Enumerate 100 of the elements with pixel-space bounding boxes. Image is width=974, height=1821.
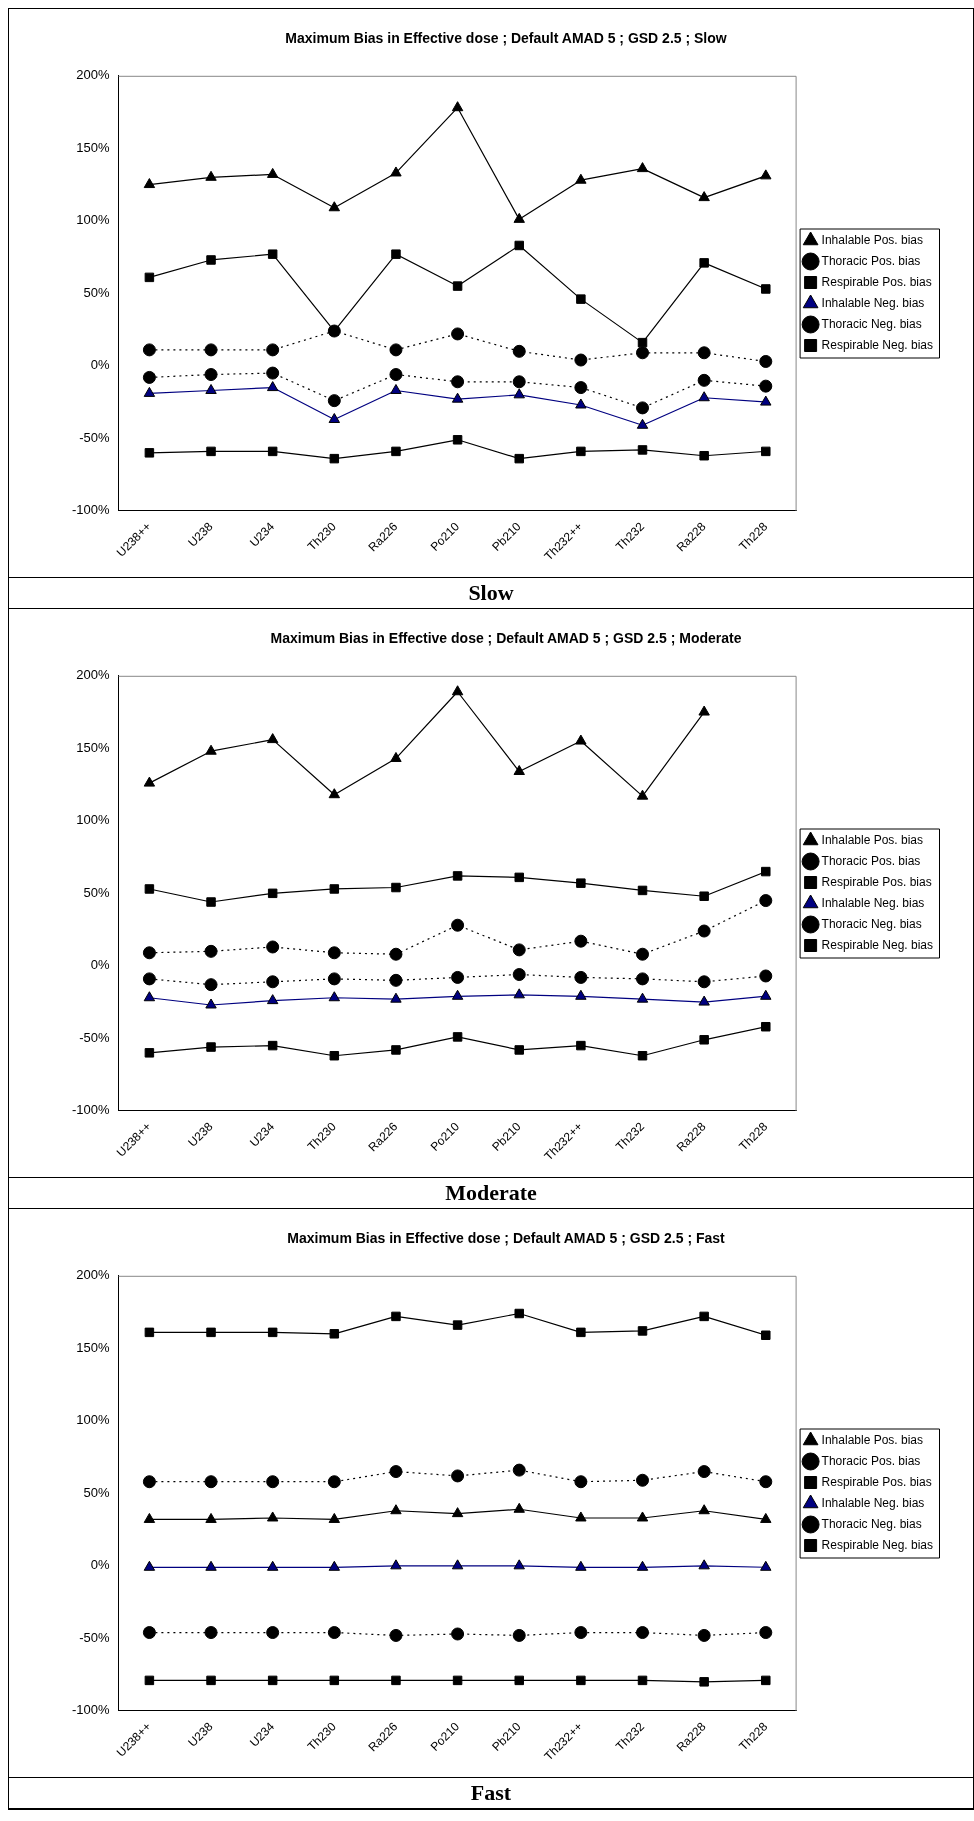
point <box>512 1628 526 1642</box>
point <box>574 970 588 984</box>
y-tick-label: 150% <box>76 139 111 155</box>
point <box>266 1511 279 1522</box>
point <box>144 884 155 894</box>
point <box>574 934 588 948</box>
point <box>267 1675 278 1686</box>
point <box>452 1675 463 1686</box>
point <box>699 1677 709 1687</box>
point <box>451 101 464 112</box>
point <box>204 343 218 357</box>
point <box>699 891 709 901</box>
point <box>205 1512 217 1523</box>
point <box>760 169 772 180</box>
point <box>328 1560 341 1571</box>
point <box>698 1559 710 1570</box>
point <box>205 1560 217 1571</box>
text: Moderate <box>9 1177 973 1209</box>
point <box>699 258 709 268</box>
point <box>328 991 341 1002</box>
point <box>266 1626 280 1640</box>
point <box>205 383 217 394</box>
point <box>143 178 156 189</box>
point <box>697 1465 711 1479</box>
point <box>204 1475 218 1489</box>
point <box>451 970 465 984</box>
point <box>761 1022 771 1032</box>
point <box>514 1045 524 1055</box>
point <box>390 1504 402 1515</box>
point <box>451 375 465 389</box>
point <box>576 294 586 304</box>
point <box>574 1475 588 1489</box>
point <box>513 212 525 223</box>
legend-label: Thoracic Pos. bias <box>821 1453 921 1468</box>
point <box>636 162 649 173</box>
y-tick-label: -100% <box>72 1702 111 1718</box>
point <box>144 272 155 283</box>
point <box>451 918 465 932</box>
legend-label: Respirable Neg. bias <box>821 937 934 952</box>
chart-title: Maximum Bias in Effective dose ; Default AMAD 5 ; GSD 2.5 ; Fast <box>287 1230 726 1247</box>
point <box>636 418 649 429</box>
chart-title: Maximum Bias in Effective dose ; Default AMAD 5 ; GSD 2.5 ; Slow <box>285 30 727 47</box>
point <box>142 370 156 384</box>
point <box>142 1475 156 1489</box>
y-tick-label: 50% <box>83 284 111 300</box>
point <box>266 994 279 1005</box>
y-tick-label: 50% <box>83 884 111 900</box>
point <box>513 988 525 999</box>
point <box>142 1626 156 1640</box>
legend-label: Thoracic Pos. bias <box>821 853 921 868</box>
y-tick-label: 150% <box>76 1339 111 1355</box>
point <box>452 1320 463 1330</box>
point <box>391 446 401 457</box>
legend-label: Respirable Pos. bias <box>821 1474 932 1489</box>
point <box>391 1675 401 1686</box>
point <box>451 685 464 696</box>
point <box>514 1308 524 1319</box>
point <box>327 972 341 986</box>
y-tick-label: -50% <box>79 1629 111 1645</box>
point <box>267 249 278 259</box>
point <box>514 1675 524 1686</box>
point <box>698 1504 710 1515</box>
point <box>637 1675 648 1686</box>
legend-label: Inhalable Pos. bias <box>821 832 924 847</box>
point <box>142 343 156 357</box>
y-tick-label: 200% <box>76 667 111 683</box>
chart-title: Maximum Bias in Effective dose ; Default AMAD 5 ; GSD 2.5 ; Moderate <box>270 630 742 647</box>
point <box>512 968 526 982</box>
point <box>266 343 280 357</box>
point <box>697 1628 711 1642</box>
point <box>575 173 587 184</box>
legend-label: Thoracic Neg. bias <box>821 916 922 931</box>
point <box>697 975 711 989</box>
point <box>761 446 771 457</box>
point <box>266 733 279 744</box>
point <box>144 1048 155 1058</box>
point <box>451 989 464 1000</box>
point <box>391 1045 401 1055</box>
point <box>205 744 217 755</box>
point <box>574 1626 588 1640</box>
point <box>267 1040 278 1051</box>
point <box>329 1675 340 1686</box>
point <box>267 446 278 457</box>
point <box>575 989 587 1000</box>
point <box>390 383 402 394</box>
point <box>699 1035 709 1045</box>
point <box>206 1042 216 1052</box>
point <box>637 1326 648 1336</box>
y-tick-label: 200% <box>76 1267 111 1283</box>
point <box>144 448 155 458</box>
point <box>513 765 525 776</box>
point <box>699 1311 709 1322</box>
point <box>637 337 648 348</box>
point <box>390 751 402 762</box>
y-tick-label: 200% <box>76 67 111 83</box>
point <box>636 346 650 360</box>
point <box>761 866 771 877</box>
point <box>327 1475 341 1489</box>
point <box>759 379 773 393</box>
point <box>389 947 403 961</box>
